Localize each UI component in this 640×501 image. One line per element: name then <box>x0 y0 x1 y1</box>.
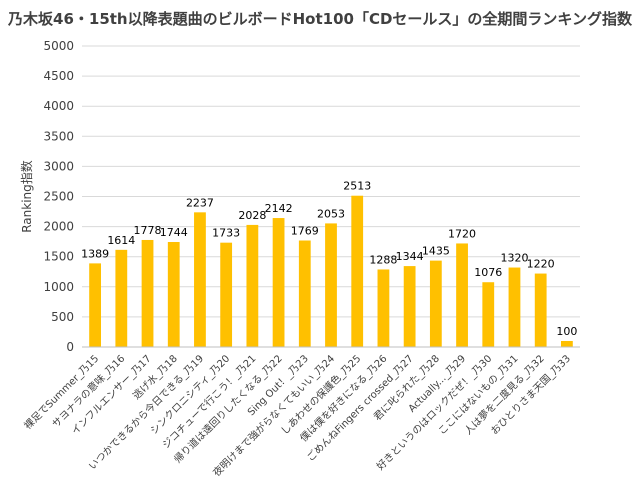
data-label: 100 <box>556 325 577 338</box>
y-tick-label: 4500 <box>43 69 74 83</box>
data-label: 1320 <box>500 252 528 265</box>
y-tick-label: 2000 <box>43 220 74 234</box>
bar <box>141 239 154 347</box>
data-label: 1344 <box>396 250 424 263</box>
y-tick-label: 0 <box>66 340 74 354</box>
y-tick-label: 3000 <box>43 159 74 173</box>
data-label: 1288 <box>369 253 397 266</box>
data-label: 2053 <box>317 207 345 220</box>
data-label: 2142 <box>265 202 293 215</box>
y-tick-label: 1000 <box>43 280 74 294</box>
bar <box>377 269 390 347</box>
y-tick-label: 500 <box>51 310 74 324</box>
bar <box>560 340 573 347</box>
data-label: 1769 <box>291 225 319 238</box>
bar <box>403 266 416 347</box>
bar <box>456 243 468 347</box>
chart-title: 乃木坂46・15th以降表題曲のビルボードHot100「CDセールス」の全期間ラ… <box>8 10 632 28</box>
bar <box>429 260 442 347</box>
bar <box>534 273 547 347</box>
bar <box>325 223 337 347</box>
y-tick-label: 3500 <box>43 129 74 143</box>
data-label: 1076 <box>474 266 502 279</box>
data-label: 1435 <box>422 245 450 258</box>
data-label: 1733 <box>212 227 240 240</box>
bar <box>220 242 233 347</box>
data-label: 2237 <box>186 196 214 209</box>
bar <box>115 249 128 347</box>
bar <box>351 195 364 347</box>
bar <box>194 212 206 347</box>
data-label: 1744 <box>160 226 188 239</box>
y-tick-label: 5000 <box>43 39 74 53</box>
data-label: 2028 <box>238 209 266 222</box>
y-axis-title: Ranking指数 <box>19 160 34 233</box>
data-label: 1778 <box>134 224 162 237</box>
data-label: 1220 <box>527 258 555 271</box>
bar <box>482 282 495 347</box>
y-tick-label: 1500 <box>43 250 74 264</box>
bar <box>508 267 521 347</box>
bar <box>89 263 102 347</box>
data-label: 1720 <box>448 227 476 240</box>
bar <box>298 240 311 347</box>
data-label: 2513 <box>343 180 371 193</box>
bar <box>167 242 180 347</box>
bar <box>246 224 259 347</box>
bar <box>272 218 285 347</box>
y-tick-label: 4000 <box>43 99 74 113</box>
y-tick-label: 2500 <box>43 190 74 204</box>
data-label: 1389 <box>81 247 109 260</box>
data-label: 1614 <box>107 234 135 247</box>
